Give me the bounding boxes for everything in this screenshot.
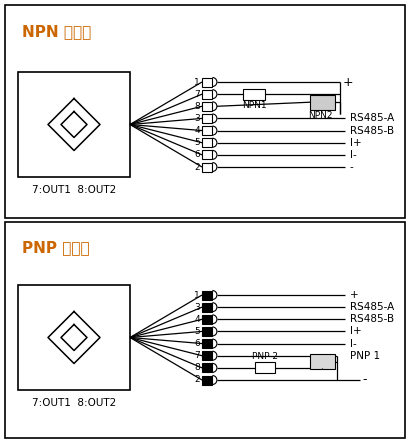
- Bar: [5, 5, 404, 218]
- Bar: [202, 303, 212, 311]
- Text: 8: 8: [194, 102, 200, 111]
- Text: 6: 6: [194, 339, 200, 348]
- Text: 4: 4: [194, 315, 200, 324]
- Text: NPN 输出型: NPN 输出型: [22, 24, 91, 39]
- Text: +: +: [349, 290, 358, 300]
- Bar: [202, 291, 212, 299]
- Text: NPN1: NPN1: [241, 101, 266, 110]
- Text: -: -: [361, 373, 366, 386]
- Bar: [243, 89, 264, 100]
- Text: PNP 1: PNP 1: [349, 351, 379, 361]
- Bar: [202, 327, 212, 336]
- Text: 1: 1: [194, 291, 200, 299]
- Text: 8: 8: [194, 363, 200, 373]
- Bar: [202, 363, 212, 373]
- Bar: [202, 339, 212, 348]
- Text: I-: I-: [349, 338, 356, 349]
- Bar: [202, 150, 212, 159]
- Text: 5: 5: [194, 138, 200, 147]
- Text: 3: 3: [194, 303, 200, 311]
- Text: 6: 6: [194, 150, 200, 159]
- Bar: [202, 315, 212, 324]
- Bar: [202, 138, 212, 147]
- Text: 2: 2: [194, 376, 200, 385]
- Bar: [5, 222, 404, 438]
- Text: NPN2: NPN2: [307, 111, 332, 120]
- Text: 7:OUT1  8:OUT2: 7:OUT1 8:OUT2: [32, 185, 116, 195]
- Text: RS485-B: RS485-B: [349, 314, 393, 324]
- Text: 1: 1: [194, 78, 200, 86]
- Bar: [202, 102, 212, 111]
- Bar: [254, 362, 274, 373]
- Text: I+: I+: [349, 138, 361, 148]
- Bar: [202, 163, 212, 171]
- Text: RS485-A: RS485-A: [349, 113, 393, 124]
- Bar: [202, 114, 212, 123]
- Bar: [202, 351, 212, 360]
- Bar: [202, 376, 212, 385]
- Text: 2: 2: [194, 163, 200, 171]
- Bar: [202, 89, 212, 99]
- Text: PNP 输出型: PNP 输出型: [22, 240, 90, 255]
- Text: RS485-B: RS485-B: [349, 125, 393, 136]
- Text: 7: 7: [194, 351, 200, 360]
- Bar: [18, 72, 130, 177]
- Text: I-: I-: [349, 150, 356, 160]
- Text: -: -: [349, 162, 353, 172]
- Text: I+: I+: [349, 326, 361, 336]
- Text: 4: 4: [194, 126, 200, 135]
- Text: 7: 7: [194, 89, 200, 99]
- Bar: [18, 285, 130, 390]
- Bar: [202, 78, 212, 86]
- Bar: [202, 126, 212, 135]
- Text: 5: 5: [194, 327, 200, 336]
- Text: PNP 2: PNP 2: [252, 352, 277, 361]
- Text: +: +: [342, 75, 353, 89]
- Bar: [309, 95, 334, 110]
- Bar: [309, 354, 334, 369]
- Text: 7:OUT1  8:OUT2: 7:OUT1 8:OUT2: [32, 398, 116, 408]
- Text: 3: 3: [194, 114, 200, 123]
- Text: RS485-A: RS485-A: [349, 302, 393, 312]
